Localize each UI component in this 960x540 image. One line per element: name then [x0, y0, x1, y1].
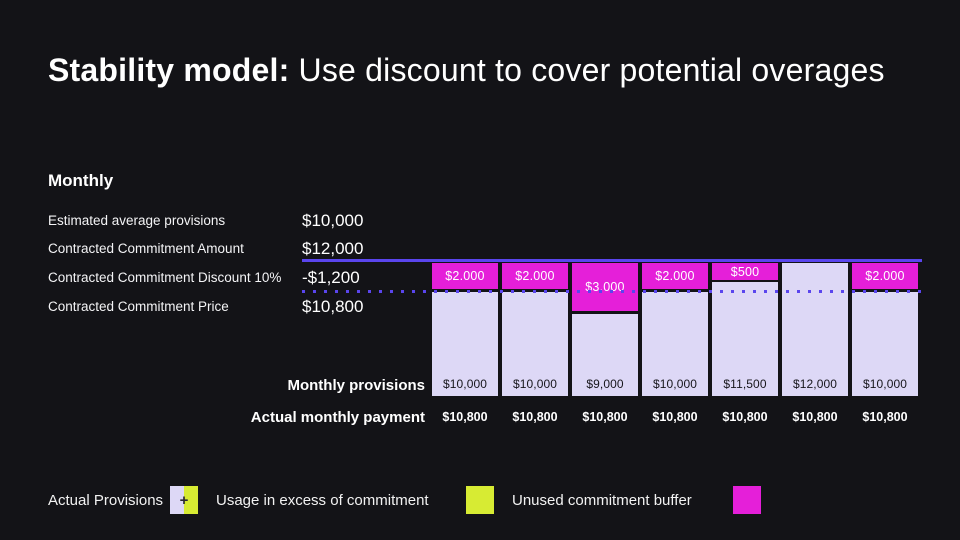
payment-value-label: $10,800: [862, 410, 908, 424]
summary-row-value: $10,800: [302, 297, 364, 316]
payment-value-label: $10,800: [582, 410, 628, 424]
summary-row-value: $10,000: [302, 211, 364, 230]
buffer-segment: $2.000: [852, 263, 918, 289]
commitment-amount-line: [302, 259, 922, 262]
buffer-segment: $3.000: [572, 263, 638, 311]
summary-row-label: Estimated average provisions: [48, 213, 226, 228]
bar-month-7: $2.000 $10,000 $10,800: [852, 263, 918, 424]
legend-swatch-usage-excess: [466, 486, 494, 514]
provision-value-label: $10,000: [652, 377, 698, 391]
payment-value-label: $10,800: [722, 410, 768, 424]
summary-row: Contracted Commitment Amount $12,000: [0, 239, 440, 259]
buffer-value-label: $2.000: [515, 269, 555, 283]
legend-swatch-unused-buffer: [733, 486, 761, 514]
page-title-bold: Stability model:: [48, 52, 290, 89]
legend-label-usage-excess: Usage in excess of commitment: [216, 492, 429, 509]
bar-month-5: $500 $11,500 $10,800: [712, 263, 778, 424]
buffer-segment: $500: [712, 263, 778, 280]
buffer-segment: $2.000: [642, 263, 708, 289]
summary-row-value: -$1,200: [302, 268, 360, 287]
provisions-segment: $10,000: [432, 292, 498, 396]
page-title: Stability model: Use discount to cover p…: [48, 47, 898, 94]
buffer-value-label: $2.000: [655, 269, 695, 283]
summary-row: Estimated average provisions $10,000: [0, 211, 440, 231]
legend-label-actual-provisions: Actual Provisions: [48, 492, 164, 509]
commitment-price-dotted-line: [302, 290, 922, 293]
buffer-segment: $2.000: [432, 263, 498, 289]
provision-value-label: $10,000: [512, 377, 558, 391]
summary-row-value: $12,000: [302, 239, 364, 258]
provision-value-label: $11,500: [723, 377, 767, 391]
provision-value-label: $12,000: [792, 377, 838, 391]
summary-row-label: Contracted Commitment Amount: [48, 241, 244, 256]
provisions-segment: $11,500: [712, 282, 778, 396]
payment-value-label: $10,800: [652, 410, 698, 424]
buffer-segment: $2.000: [502, 263, 568, 289]
provisions-segment: $10,000: [502, 292, 568, 396]
page-title-regular: Use discount to cover potential overages: [289, 52, 885, 89]
actual-monthly-payment-row-label: Actual monthly payment: [250, 409, 425, 426]
plus-icon: +: [179, 491, 189, 509]
monthly-provisions-row-label: Monthly provisions: [287, 377, 425, 394]
buffer-value-label: $500: [730, 264, 760, 279]
section-label-monthly: Monthly: [48, 171, 114, 190]
provisions-segment: $9,000: [572, 314, 638, 396]
buffer-value-label: $2.000: [865, 269, 905, 283]
bar-month-1: $2.000 $10,000 $10,800: [432, 263, 498, 424]
legend-label-unused-buffer: Unused commitment buffer: [512, 492, 692, 509]
summary-row: Contracted Commitment Discount 10% -$1,2…: [0, 268, 440, 288]
provisions-segment: $12,000: [782, 263, 848, 396]
provisions-segment: $10,000: [642, 292, 708, 396]
summary-row-label: Contracted Commitment Price: [48, 299, 229, 314]
legend-swatch-actual-provisions: +: [170, 486, 198, 514]
provision-value-label: $9,000: [586, 377, 624, 391]
provision-value-label: $10,000: [862, 377, 908, 391]
payment-value-label: $10,800: [442, 410, 488, 424]
bar-month-4: $2.000 $10,000 $10,800: [642, 263, 708, 424]
summary-row-label: Contracted Commitment Discount 10%: [48, 270, 282, 285]
provisions-segment: $10,000: [852, 292, 918, 396]
bar-month-6: $12,000 $10,800: [782, 263, 848, 424]
payment-value-label: $10,800: [792, 410, 838, 424]
buffer-value-label: $2.000: [445, 269, 485, 283]
summary-row: Contracted Commitment Price $10,800: [0, 297, 440, 317]
provision-value-label: $10,000: [442, 377, 488, 391]
payment-value-label: $10,800: [512, 410, 558, 424]
bar-month-3: $3.000 $9,000 $10,800: [572, 263, 638, 424]
bar-month-2: $2.000 $10,000 $10,800: [502, 263, 568, 424]
